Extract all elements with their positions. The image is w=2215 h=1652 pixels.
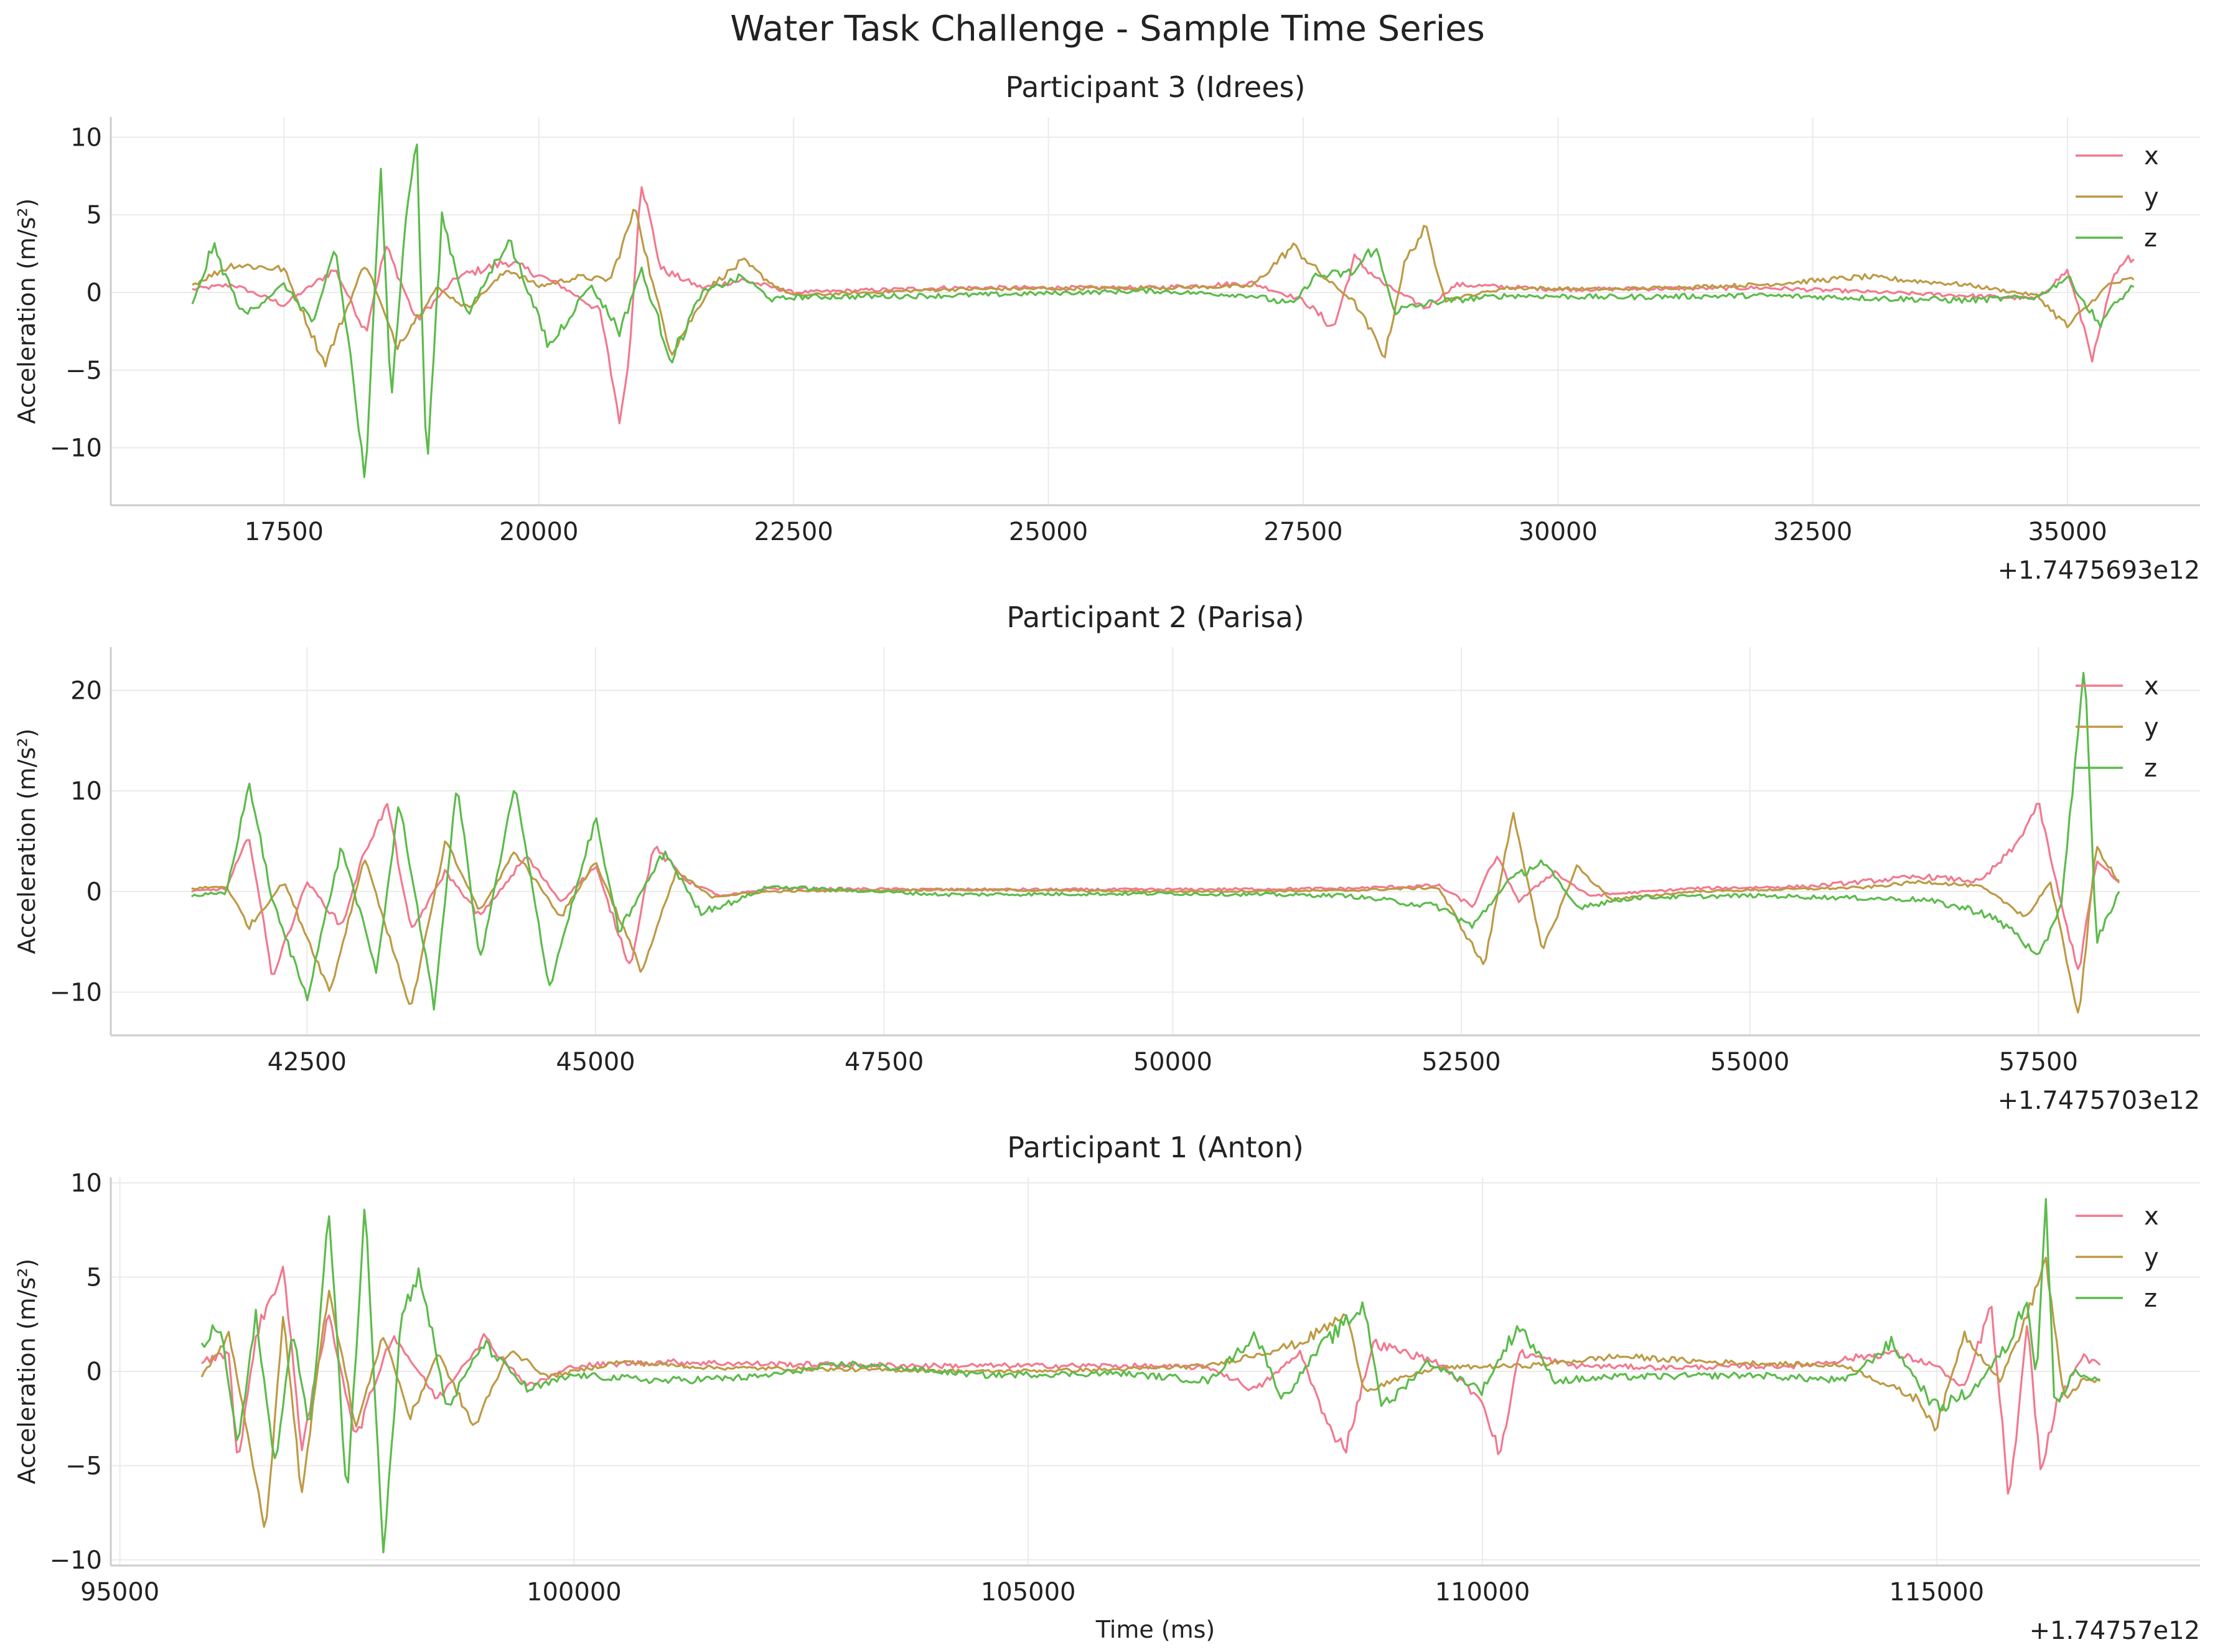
x-tick-label: 100000 [527,1578,622,1607]
legend-label-z: z [2144,1284,2157,1313]
y-tick-label: 10 [70,1169,102,1198]
y-axis-label: Acceleration (m/s²) [13,1259,40,1485]
series-line-x [192,186,2135,424]
y-tick-label: −5 [65,357,102,385]
x-offset-label: +1.7475693e12 [1998,556,2200,585]
x-offset-label: +1.7475703e12 [1998,1086,2200,1115]
x-tick-label: 47500 [845,1048,924,1076]
series-line-z [191,143,2135,478]
x-tick-label: 45000 [556,1048,635,1076]
panel-3: 95000 100000 105000 110000 115000 −10 −5 0 5 10 Pa… [13,1131,2200,1645]
panel-1: 17500 20000 22500 25000 27500 30000 32500 35000… [13,70,2200,585]
series-line-x [191,803,2120,975]
x-tick-label: 50000 [1133,1048,1212,1076]
y-tick-label: −10 [50,1546,102,1575]
panel-2: 42500 45000 47500 50000 52500 55000 57500 −10 0 1… [13,600,2200,1115]
y-tick-label: 0 [87,279,102,307]
series-line-x [200,1266,2101,1495]
x-tick-label: 25000 [1009,518,1088,546]
legend-label-y: y [2144,713,2159,742]
legend-label-y: y [2144,1243,2159,1272]
series-line-y [200,1256,2100,1528]
y-tick-label: 20 [70,677,102,706]
figure-title: Water Task Challenge - Sample Time Serie… [730,9,1485,49]
panel-title: Participant 2 (Parisa) [1006,600,1304,634]
series-line-z [190,671,2120,1010]
x-tick-label: 32500 [1773,518,1852,546]
x-offset-label: +1.74757e12 [2030,1617,2200,1645]
x-tick-label: 22500 [754,518,833,546]
series-line-z [200,1198,2101,1554]
x-tick-label: 27500 [1263,518,1342,546]
legend-label-x: x [2144,1202,2159,1231]
x-tick-label: 17500 [245,518,324,546]
y-tick-label: 5 [87,201,102,230]
legend-label-z: z [2144,224,2157,253]
x-tick-label: 52500 [1421,1048,1501,1076]
x-tick-label: 55000 [1710,1048,1789,1076]
x-tick-label: 30000 [1519,518,1598,546]
x-tick-label: 57500 [1999,1048,2078,1076]
legend: xyz [2076,1202,2159,1313]
y-tick-label: 10 [70,777,102,806]
y-tick-label: 0 [87,1358,102,1386]
x-tick-label: 95000 [80,1578,159,1607]
panel-title: Participant 3 (Idrees) [1006,70,1306,104]
y-tick-label: −5 [65,1452,102,1480]
legend: xyz [2076,672,2159,783]
y-tick-label: −10 [50,434,102,463]
legend-label-x: x [2144,672,2159,701]
x-tick-label: 105000 [981,1578,1076,1607]
legend-label-z: z [2144,754,2157,783]
panel-title: Participant 1 (Anton) [1007,1131,1304,1164]
legend-label-x: x [2144,142,2159,170]
x-tick-label: 35000 [2028,518,2107,546]
series-line-y [191,811,2120,1014]
legend-label-y: y [2144,183,2159,212]
y-axis-label: Acceleration (m/s²) [13,198,40,424]
x-tick-label: 20000 [499,518,578,546]
y-tick-label: −10 [50,978,102,1007]
y-tick-label: 0 [87,878,102,907]
x-tick-label: 115000 [1889,1578,1984,1607]
y-axis-label: Acceleration (m/s²) [13,729,40,954]
y-tick-label: 5 [87,1264,102,1292]
legend: xyz [2076,142,2159,253]
series-line-y [192,208,2135,368]
x-tick-label: 42500 [268,1048,347,1076]
x-axis-label: Time (ms) [1095,1616,1215,1643]
x-tick-label: 110000 [1435,1578,1530,1607]
y-tick-label: 10 [70,123,102,152]
